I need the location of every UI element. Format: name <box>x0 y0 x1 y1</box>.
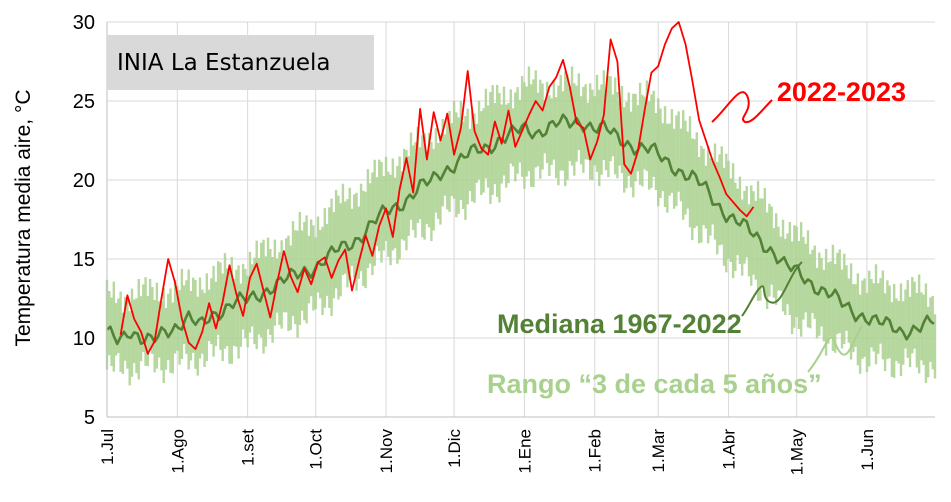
y-axis-label: Temperatura media aire, °C <box>12 89 35 346</box>
y-tick-10: 10 <box>73 328 95 350</box>
x-tick-1-dic: 1.Dic <box>445 429 464 468</box>
current-season-line <box>119 21 755 355</box>
title-box <box>107 35 374 90</box>
range-label-leader <box>807 325 863 373</box>
x-tick-1-jun: 1.Jun <box>858 429 877 471</box>
y-tick-20: 20 <box>73 170 95 192</box>
median-line <box>106 113 935 346</box>
y-tick-15: 15 <box>73 249 95 271</box>
median-series <box>106 113 935 346</box>
range-series-label: Rango “3 de cada 5 años” <box>487 369 822 399</box>
x-tick-1-ago: 1.Ago <box>168 429 187 473</box>
median-label-leader <box>741 261 803 317</box>
y-tick-25: 25 <box>73 91 95 113</box>
x-tick-1-nov: 1.Nov <box>377 429 396 474</box>
x-tick-1-oct: 1.Oct <box>307 429 326 470</box>
current-series-label: 2022-2023 <box>777 77 906 107</box>
current-label-leader <box>711 91 773 124</box>
x-tick-labels: 1.Jul 1.Ago 1.set 1.Oct 1.Nov 1.Dic 1.Ene 1.Feb… <box>98 429 877 476</box>
x-tick-1-jul: 1.Jul <box>98 429 117 465</box>
median-series-label: Mediana 1967-2022 <box>497 309 742 339</box>
x-tick-1-ene: 1.Ene <box>515 429 534 473</box>
current-season-series <box>119 21 755 355</box>
x-tick-1-feb: 1.Feb <box>586 429 605 472</box>
chart-title: INIA La Estanzuela <box>117 50 331 76</box>
y-tick-5: 5 <box>84 407 95 429</box>
x-tick-1-may: 1.May <box>788 429 807 476</box>
y-tick-labels: 5 10 15 20 25 30 <box>73 12 95 429</box>
x-tick-1-mar: 1.Mar <box>649 429 668 473</box>
x-tick-1-set: 1.set <box>239 429 258 466</box>
y-tick-30: 30 <box>73 12 95 34</box>
x-tick-1-abr: 1.Abr <box>720 429 739 470</box>
